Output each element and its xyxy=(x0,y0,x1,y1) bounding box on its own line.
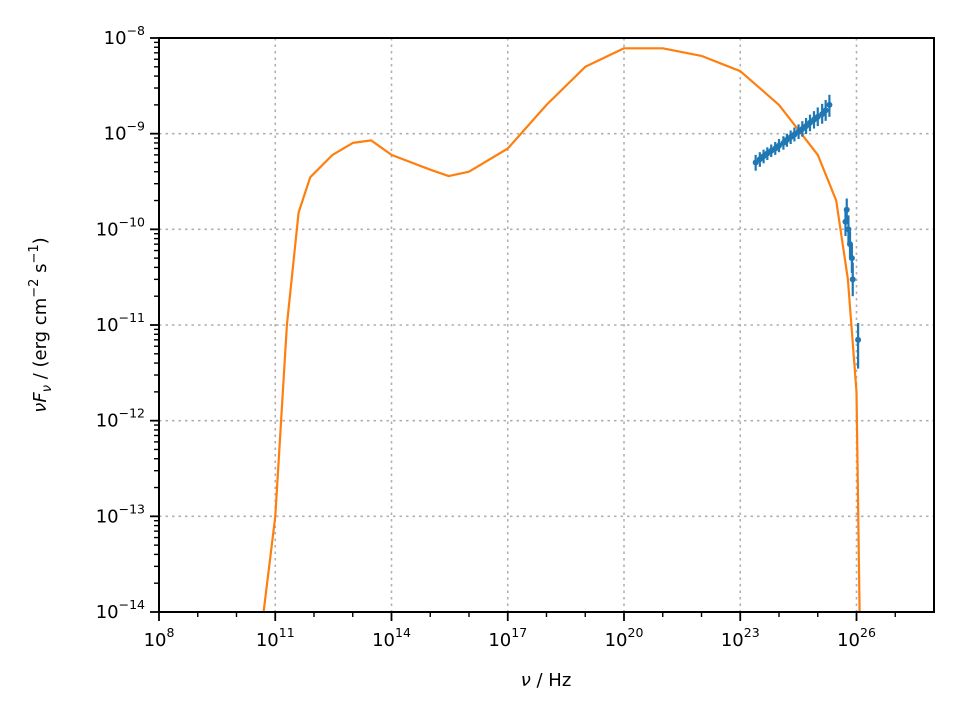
data-point xyxy=(822,107,829,114)
x-tick-label: 1020 xyxy=(605,625,644,651)
y-label-unit-b: s xyxy=(30,263,51,278)
y-tick-label: 10−13 xyxy=(96,501,145,527)
major-ticks xyxy=(150,37,858,621)
data-point xyxy=(752,159,759,166)
x-tick-label: 1023 xyxy=(721,625,760,651)
x-tick-label: 1014 xyxy=(372,625,411,651)
data-point xyxy=(814,113,821,120)
y-tick-label: 10−12 xyxy=(96,406,145,432)
y-label-close: ) xyxy=(30,237,51,244)
y-tick-label: 10−10 xyxy=(96,214,145,240)
y-label-exp-a: −2 xyxy=(27,279,42,298)
y-tick-label: 10−9 xyxy=(104,119,145,145)
y-label-nu: ν xyxy=(30,403,51,413)
data-point xyxy=(855,336,862,343)
y-tick-label: 10−8 xyxy=(104,23,145,49)
y-tick-label: 10−14 xyxy=(96,597,145,623)
x-tick-label: 1017 xyxy=(488,625,527,651)
y-axis-label: νFν / (erg cm−2 s−1) xyxy=(27,237,55,412)
data-point xyxy=(845,226,852,233)
plot-frame xyxy=(158,37,935,613)
x-tick-label: 1026 xyxy=(837,625,876,651)
x-axis-label: ν / Hz xyxy=(521,670,572,691)
data-point xyxy=(849,276,856,283)
data-point xyxy=(803,123,810,130)
y-label-f: F xyxy=(30,392,51,403)
x-axis-unit: / Hz xyxy=(531,670,572,691)
data-point xyxy=(776,142,782,149)
grid xyxy=(159,38,934,612)
y-tick-label: 10−11 xyxy=(96,310,145,336)
model-curve xyxy=(262,47,861,612)
y-label-exp-b: −1 xyxy=(27,244,42,263)
x-tick-label: 108 xyxy=(144,625,175,651)
series-layer xyxy=(262,47,862,612)
data-point xyxy=(848,255,855,262)
data-point xyxy=(826,101,833,108)
x-axis-symbol: ν xyxy=(521,670,531,691)
y-label-unit-a: / (erg cm xyxy=(30,298,51,385)
x-tick-label: 1011 xyxy=(256,625,295,651)
tick-labels: 108 1011 1014 1017 1020 1023 1026 10−8 10−9 10−10… xyxy=(96,23,876,651)
data-point xyxy=(843,206,850,213)
y-label-sub-nu: ν xyxy=(40,385,55,392)
